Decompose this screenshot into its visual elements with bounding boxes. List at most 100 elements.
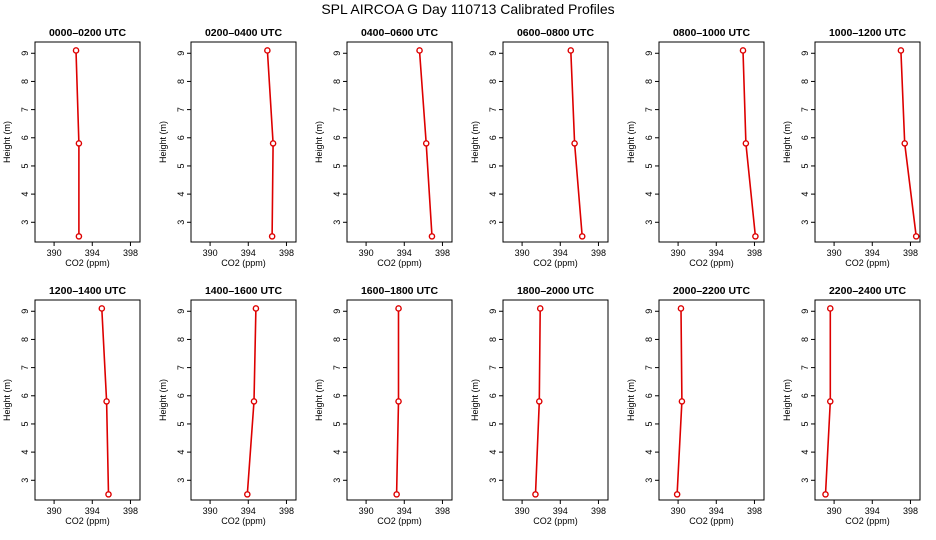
panel-title: 1000–1200 UTC [829, 27, 906, 39]
x-tick-label: 398 [279, 248, 294, 258]
panel-title: 1400–1600 UTC [205, 285, 282, 297]
y-tick-label: 3 [800, 220, 810, 225]
data-point [826, 398, 834, 405]
data-point [105, 491, 112, 498]
data-point [428, 233, 436, 240]
data-point [567, 47, 575, 54]
profile-panel: 1200–1400 UTC 390 394 398 3 4 5 6 7 8 9 CO2 (ppm) He… [2, 285, 141, 526]
x-tick-label: 398 [903, 248, 918, 258]
data-point [393, 491, 400, 498]
y-tick-label: 9 [176, 309, 186, 314]
y-tick-label: 3 [332, 478, 342, 483]
y-tick-label: 6 [644, 135, 654, 140]
y-axis-label: Height (m) [470, 121, 480, 163]
y-tick-label: 4 [332, 192, 342, 197]
y-tick-label: 9 [800, 309, 810, 314]
x-tick-label: 394 [709, 506, 724, 516]
y-tick-label: 6 [800, 393, 810, 398]
y-tick-label: 7 [800, 365, 810, 370]
plot-frame [658, 299, 765, 501]
y-tick-label: 7 [644, 107, 654, 112]
data-point [75, 233, 83, 240]
y-tick-label: 3 [332, 220, 342, 225]
y-tick-label: 4 [644, 192, 654, 197]
y-tick-label: 5 [176, 163, 186, 168]
x-tick-label: 394 [709, 248, 724, 258]
x-axis-label: CO2 (ppm) [221, 258, 266, 268]
plot-frame [346, 299, 453, 501]
y-axis-label: Height (m) [626, 379, 636, 421]
y-tick-label: 9 [800, 51, 810, 56]
data-point [535, 398, 543, 405]
profile-panel: 1800–2000 UTC 390 394 398 3 4 5 6 7 8 9 CO2 (ppm) He… [470, 285, 609, 526]
y-tick-label: 5 [800, 163, 810, 168]
data-point [244, 491, 251, 498]
data-point [252, 305, 260, 312]
y-tick-label: 4 [488, 192, 498, 197]
x-tick-label: 394 [85, 248, 100, 258]
panel-title: 0000–0200 UTC [49, 27, 126, 39]
y-tick-label: 4 [800, 192, 810, 197]
y-tick-label: 4 [644, 450, 654, 455]
y-tick-label: 3 [644, 220, 654, 225]
x-axis-label: CO2 (ppm) [533, 516, 578, 526]
x-axis-label: CO2 (ppm) [221, 516, 266, 526]
y-tick-label: 5 [800, 421, 810, 426]
y-tick-label: 7 [800, 107, 810, 112]
y-tick-label: 7 [488, 365, 498, 370]
y-tick-label: 6 [488, 135, 498, 140]
y-tick-label: 5 [20, 163, 30, 168]
panel-title: 0600–0800 UTC [517, 27, 594, 39]
data-point [677, 305, 685, 312]
y-tick-label: 7 [332, 107, 342, 112]
profile-panel: 2200–2400 UTC 390 394 398 3 4 5 6 7 8 9 CO2 (ppm) He… [782, 285, 921, 526]
y-tick-label: 6 [332, 135, 342, 140]
x-tick-label: 390 [47, 248, 62, 258]
y-tick-label: 7 [176, 107, 186, 112]
x-tick-label: 398 [591, 248, 606, 258]
profile-panel: 1400–1600 UTC 390 394 398 3 4 5 6 7 8 9 CO2 (ppm) He… [158, 285, 297, 526]
y-tick-label: 9 [20, 51, 30, 56]
y-tick-label: 3 [20, 220, 30, 225]
y-tick-label: 3 [176, 220, 186, 225]
x-tick-label: 390 [671, 506, 686, 516]
y-axis-label: Height (m) [314, 121, 324, 163]
profile-panel: 2000–2200 UTC 390 394 398 3 4 5 6 7 8 9 CO2 (ppm) He… [626, 285, 765, 526]
x-axis-label: CO2 (ppm) [377, 516, 422, 526]
x-axis-label: CO2 (ppm) [689, 258, 734, 268]
x-tick-label: 394 [397, 248, 412, 258]
plot-frame [34, 299, 141, 501]
y-tick-label: 9 [488, 309, 498, 314]
data-point [103, 398, 110, 405]
y-tick-label: 7 [488, 107, 498, 112]
profile-panel: 0800–1000 UTC 390 394 398 3 4 5 6 7 8 9 CO2 (ppm) He… [626, 27, 765, 268]
x-tick-label: 394 [553, 248, 568, 258]
panel-title: 1200–1400 UTC [49, 285, 126, 297]
panel-title: 1600–1800 UTC [361, 285, 438, 297]
x-axis-label: CO2 (ppm) [845, 258, 890, 268]
x-tick-label: 390 [47, 506, 62, 516]
x-tick-label: 390 [827, 506, 842, 516]
y-tick-label: 3 [488, 220, 498, 225]
y-axis-label: Height (m) [2, 121, 12, 163]
data-point [826, 305, 834, 312]
y-tick-label: 9 [332, 51, 342, 56]
x-tick-label: 398 [435, 248, 450, 258]
x-axis-label: CO2 (ppm) [65, 516, 110, 526]
plot-frame [658, 41, 765, 243]
x-tick-label: 398 [435, 506, 450, 516]
x-tick-label: 390 [359, 248, 374, 258]
x-axis-label: CO2 (ppm) [845, 516, 890, 526]
panel-title: 0400–0600 UTC [361, 27, 438, 39]
profile-panel: 0600–0800 UTC 390 394 398 3 4 5 6 7 8 9 CO2 (ppm) He… [470, 27, 609, 268]
y-tick-label: 3 [488, 478, 498, 483]
y-tick-label: 8 [176, 79, 186, 84]
y-tick-label: 9 [20, 309, 30, 314]
y-tick-label: 8 [800, 337, 810, 342]
data-point [72, 47, 80, 54]
panel-title: 2200–2400 UTC [829, 285, 906, 297]
y-axis-label: Height (m) [314, 379, 324, 421]
data-point [912, 233, 920, 240]
plot-frame [190, 41, 297, 243]
x-axis-label: CO2 (ppm) [533, 258, 578, 268]
